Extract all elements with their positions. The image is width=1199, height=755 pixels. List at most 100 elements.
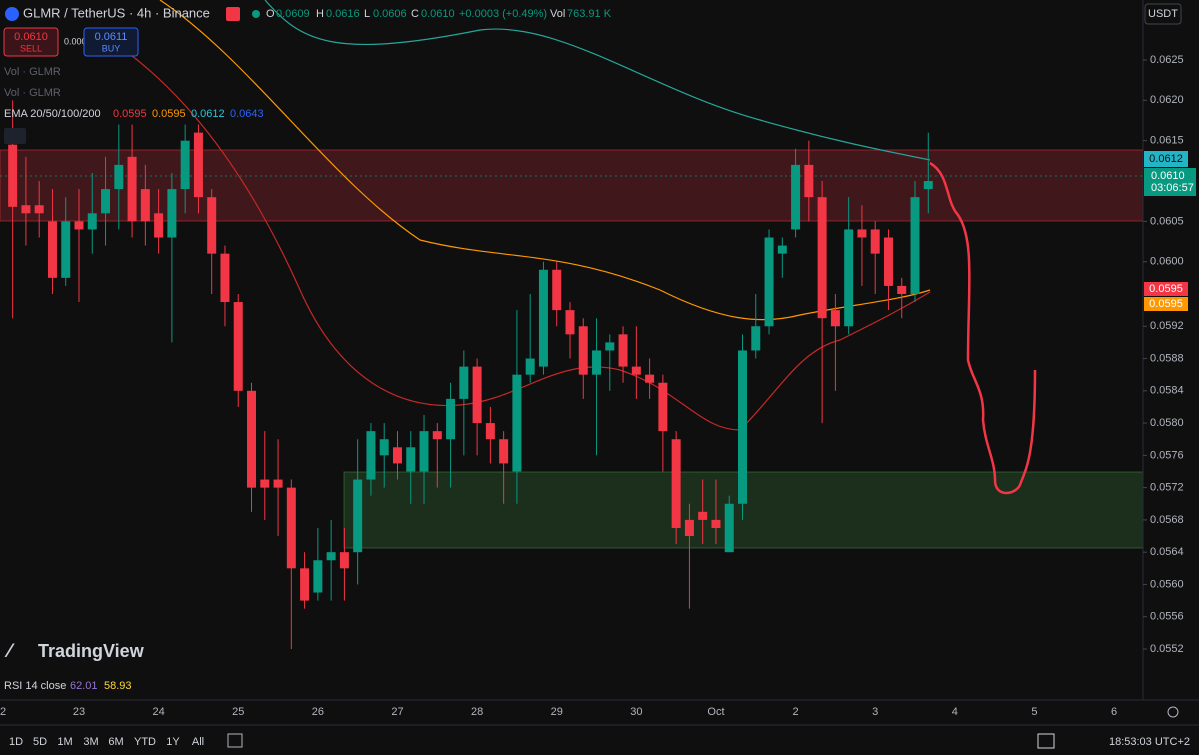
ohlc-o: O: [266, 8, 275, 20]
price-axis: [1143, 0, 1199, 700]
candle-body: [499, 439, 509, 464]
candle-body: [804, 164, 814, 198]
y-tick-label: 0.0588: [1150, 352, 1184, 364]
vol-indicator: Vol · GLMR: [4, 66, 61, 78]
x-tick-label: 2: [793, 706, 799, 718]
candle-body: [485, 423, 495, 440]
candle-body: [432, 431, 442, 440]
status-dot: [252, 10, 260, 18]
x-tick-label: Oct: [707, 706, 724, 718]
candle-body: [366, 431, 376, 480]
logo: TradingView: [38, 641, 145, 661]
candle-body: [538, 269, 548, 367]
candle-body: [207, 197, 217, 254]
buy-button[interactable]: [83, 27, 139, 57]
x-tick-label: 28: [471, 706, 483, 718]
y-tick-label: 0.0556: [1150, 611, 1184, 623]
y-tick-label: 0.0580: [1150, 417, 1184, 429]
range-button[interactable]: 6M: [108, 736, 123, 748]
candle-body: [353, 479, 363, 553]
candle-body: [260, 479, 270, 488]
range-button[interactable]: All: [192, 736, 204, 748]
candle-body: [751, 326, 761, 351]
candle-body: [233, 302, 243, 391]
sell-button[interactable]: [3, 27, 59, 57]
buy-label[interactable]: BUY: [102, 43, 121, 53]
candle-body: [167, 189, 177, 238]
plot: [0, 0, 1144, 549]
calendar-icon[interactable]: [227, 733, 243, 748]
y-tick-label: 0.0572: [1150, 482, 1184, 494]
x-tick-label: 2: [0, 706, 6, 718]
range-button[interactable]: 1D: [9, 736, 23, 748]
x-tick-label: 29: [551, 706, 563, 718]
candle-body: [101, 189, 111, 214]
candle-body: [87, 213, 97, 230]
candle-body: [419, 431, 429, 472]
countdown: 03:06:57: [1151, 182, 1194, 194]
candle-body: [777, 245, 787, 254]
resistance-zone: [0, 149, 1144, 222]
price-tag: [1144, 297, 1188, 311]
sell-label[interactable]: SELL: [20, 43, 42, 53]
range-button[interactable]: 1Y: [166, 736, 180, 748]
currency[interactable]: USDT: [1148, 8, 1178, 20]
sell-price[interactable]: 0.0610: [14, 31, 48, 43]
y-tick-label: 0.0560: [1150, 578, 1184, 590]
candle-body: [313, 560, 323, 593]
range-button[interactable]: 3M: [83, 736, 98, 748]
ohlc-h: H: [316, 8, 324, 20]
x-tick-label: 3: [872, 706, 878, 718]
candle-body: [764, 237, 774, 327]
candle-body: [512, 374, 522, 472]
candle-body: [339, 552, 349, 569]
price-tag: [1144, 151, 1188, 167]
vol-value: 763.91 K: [567, 8, 612, 20]
candle-body: [883, 237, 893, 286]
settings-icon[interactable]: [1167, 706, 1179, 718]
x-tick-label: 26: [312, 706, 324, 718]
y-tick-label: 0.0592: [1150, 320, 1184, 332]
x-tick-label: 6: [1111, 706, 1117, 718]
candle-body: [220, 253, 230, 303]
ohlc-o-value: 0.0609: [276, 8, 310, 20]
collapse-button[interactable]: [4, 128, 26, 144]
candle-body: [127, 156, 137, 222]
ema100-value: 0.0612: [191, 108, 225, 120]
y-tick-label: 0.0625: [1150, 54, 1184, 66]
ema-100-line: [264, 0, 931, 161]
candle-body: [286, 487, 296, 569]
y-tick-label: 0.0584: [1150, 385, 1184, 397]
candle-body: [791, 164, 801, 230]
ema20-value: 0.0595: [113, 108, 147, 120]
ema-label: EMA 20/50/100/200: [4, 108, 101, 120]
y-tick-label: 0.0620: [1150, 94, 1184, 106]
candle-body: [180, 140, 190, 190]
candle-body: [459, 366, 469, 399]
x-tick-label: 5: [1031, 706, 1037, 718]
candle-body: [247, 390, 257, 488]
y-tick-label: 0.0552: [1150, 643, 1184, 655]
candle-body: [74, 221, 84, 230]
candle-body: [684, 519, 694, 537]
range-button[interactable]: YTD: [134, 736, 156, 748]
symbol: GLMR / TetherUS · 4h · Binance: [23, 5, 210, 20]
x-tick-label: 27: [391, 706, 403, 718]
range-button[interactable]: 1M: [57, 736, 72, 748]
x-tick-label: 4: [952, 706, 958, 718]
buy-price[interactable]: 0.0611: [95, 31, 128, 43]
candle-body: [406, 447, 416, 472]
candle-body: [910, 197, 920, 294]
candle-body: [392, 447, 402, 464]
rsi-ma-value: 58.93: [104, 680, 132, 692]
ohlc-c: C: [411, 8, 419, 20]
range-button[interactable]: 5D: [33, 736, 47, 748]
change: +0.0003 (+0.49%): [459, 8, 547, 20]
currency-button[interactable]: [1144, 3, 1182, 25]
candle-body: [326, 552, 336, 561]
candle-body: [857, 229, 867, 238]
candle-body: [273, 479, 283, 488]
candle-body: [592, 350, 602, 375]
fullscreen-icon[interactable]: [1037, 733, 1055, 749]
ema-20-line: [109, 39, 931, 431]
